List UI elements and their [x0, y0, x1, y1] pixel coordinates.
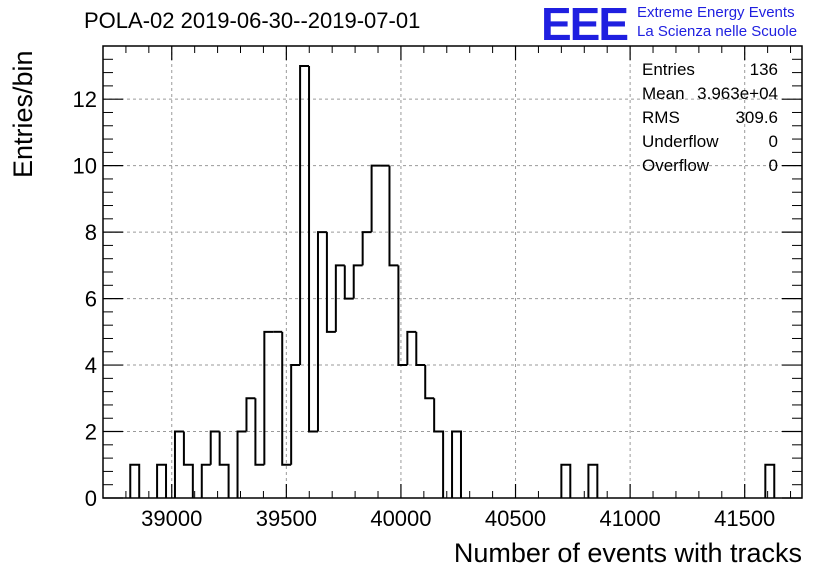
eee-logo: EEE [541, 0, 629, 50]
histogram-bin [370, 164, 381, 233]
y-tick-label: 10 [73, 154, 97, 179]
stat-row-underflow: Underflow 0 [640, 130, 782, 154]
histogram-bin [209, 430, 220, 465]
stat-value: 3.963e+04 [697, 84, 778, 103]
histogram-bin [263, 330, 274, 465]
x-tick-label: 39500 [256, 506, 317, 531]
x-tick-label: 39000 [141, 506, 202, 531]
histogram-bin [451, 430, 462, 498]
histogram-bin [361, 231, 372, 266]
grid-lines [103, 46, 802, 498]
histogram-bin [397, 265, 408, 367]
histogram-bin [388, 165, 399, 267]
x-tick-label: 41500 [714, 506, 775, 531]
histogram-bin [325, 232, 336, 333]
axis-tick-labels: 0 2 4 6 8 10 12 39000 39500 40000 40500 41000 41500 [73, 87, 776, 531]
y-tick-label: 4 [85, 353, 97, 378]
stat-value: 0 [768, 156, 778, 175]
stats-box: Entries 136 Mean 3.963e+04 RMS 309.6 Und… [640, 58, 782, 178]
x-tick-label: 40000 [370, 506, 431, 531]
stat-label: Underflow [642, 132, 719, 151]
histogram-bin [182, 431, 194, 498]
histogram-bin [299, 64, 310, 366]
stat-label: RMS [642, 108, 680, 127]
histogram-bin [560, 463, 572, 498]
histogram-bin [236, 430, 247, 498]
logo-caption: Extreme Energy Events La Scienza nelle S… [637, 3, 797, 41]
y-tick-label: 2 [85, 420, 97, 445]
histogram-bin [334, 264, 345, 332]
stat-label: Entries [642, 60, 695, 79]
histogram-bin [200, 463, 211, 498]
histogram-bin [433, 398, 445, 498]
histogram-bin [352, 264, 363, 299]
stat-label: Mean [642, 84, 685, 103]
histogram-bin [281, 331, 292, 466]
x-tick-label: 41000 [600, 506, 661, 531]
y-tick-label: 6 [85, 287, 97, 312]
y-tick-label: 0 [85, 486, 97, 511]
histogram-bin [415, 331, 426, 367]
histogram-bin [129, 463, 141, 498]
histogram-bin [218, 431, 230, 498]
histogram-bars [129, 64, 776, 498]
histogram-bin [406, 330, 417, 366]
histogram-bin [308, 65, 318, 433]
axis-ticks [102, 46, 802, 499]
histogram-bin [764, 463, 776, 498]
histogram-bin [290, 364, 301, 465]
histogram-bin [245, 397, 256, 432]
stat-row-mean: Mean 3.963e+04 [640, 82, 782, 106]
stat-row-entries: Entries 136 [640, 58, 782, 82]
stat-row-rms: RMS 309.6 [640, 106, 782, 130]
y-tick-label: 12 [73, 87, 97, 112]
y-tick-label: 8 [85, 220, 97, 245]
stat-value: 309.6 [735, 108, 778, 127]
x-axis-label: Number of events with tracks [454, 538, 802, 568]
x-tick-label: 40500 [485, 506, 546, 531]
stat-value: 136 [749, 60, 778, 79]
histogram-bin [343, 265, 354, 300]
histogram-bin [316, 231, 327, 432]
stat-label: Overflow [642, 156, 710, 175]
histogram-bin [587, 463, 599, 498]
logo-line-1: Extreme Energy Events [637, 4, 795, 21]
stat-value: 0 [768, 132, 778, 151]
histogram-bin [424, 365, 435, 400]
histogram-bin [173, 430, 184, 498]
y-axis-label: Entries/bin [8, 50, 38, 178]
logo-line-2: La Scienza nelle Scuole [637, 23, 798, 40]
stat-row-overflow: Overflow 0 [640, 154, 782, 178]
histogram-bin [156, 463, 168, 498]
chart-title: POLA-02 2019-06-30--2019-07-01 [84, 8, 421, 33]
histogram-bin [254, 398, 265, 466]
